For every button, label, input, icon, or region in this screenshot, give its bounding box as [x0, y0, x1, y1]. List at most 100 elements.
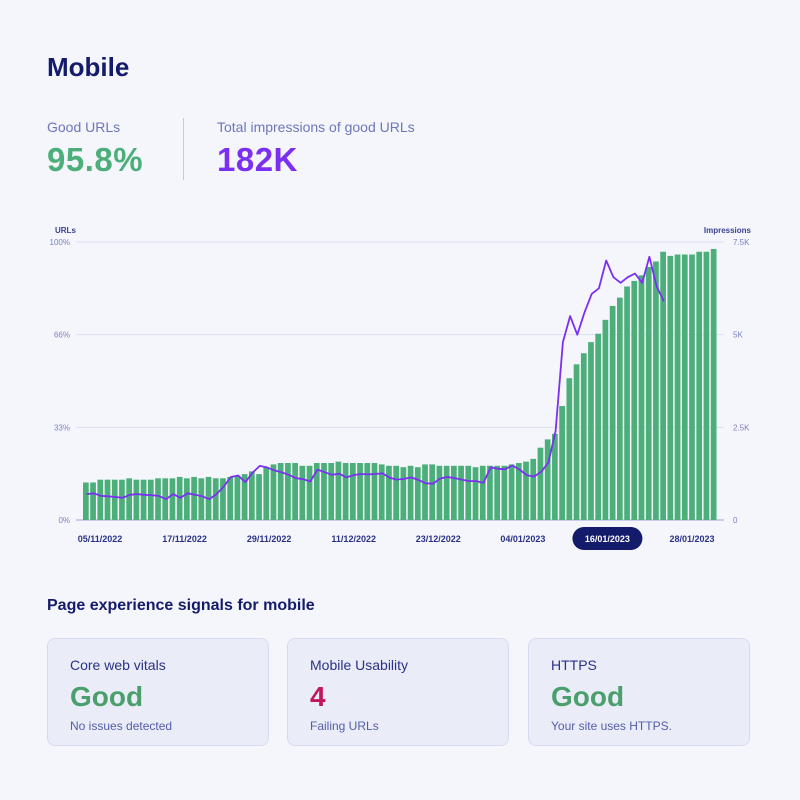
bar: [126, 478, 133, 520]
bar: [176, 476, 183, 520]
bar: [414, 467, 421, 520]
impressions-label: Total impressions of good URLs: [217, 119, 415, 135]
right-axis-tick-label: 7.5K: [733, 238, 750, 247]
x-axis-date-label: 23/12/2022: [416, 534, 461, 544]
bar: [422, 464, 428, 520]
https-card[interactable]: HTTPS Good Your site uses HTTPS.: [528, 638, 750, 746]
impressions-value: 182K: [217, 141, 298, 178]
bar: [104, 479, 111, 520]
bar: [328, 463, 335, 520]
bar: [371, 463, 378, 520]
card-title: Mobile Usability: [310, 657, 409, 673]
bar: [566, 378, 573, 520]
bar: [335, 461, 342, 520]
good-urls-label: Good URLs: [47, 119, 121, 135]
bar: [198, 478, 205, 520]
bar: [357, 463, 363, 520]
bar: [667, 255, 674, 520]
card-title: Core web vitals: [70, 657, 166, 673]
bar: [111, 479, 118, 520]
bar: [552, 433, 558, 520]
bar: [342, 463, 349, 520]
bar: [631, 280, 638, 520]
bar: [681, 254, 688, 520]
bar: [602, 319, 609, 520]
card-subtext: Failing URLs: [310, 719, 379, 733]
bar: [436, 465, 443, 520]
bar: [494, 465, 501, 520]
bar: [537, 447, 544, 520]
bar: [616, 297, 623, 520]
left-axis-tick-label: 0%: [58, 516, 70, 525]
x-axis-date-label: 04/01/2023: [500, 534, 545, 544]
card-subtext: No issues detected: [70, 719, 173, 733]
impressions-metric[interactable]: Total impressions of good URLs 182K: [217, 119, 415, 179]
page-title: Mobile: [47, 52, 130, 82]
bar: [508, 464, 515, 520]
bar: [515, 463, 522, 520]
bar: [256, 474, 262, 520]
bar: [119, 479, 125, 520]
bar: [703, 251, 710, 521]
bar: [595, 333, 602, 520]
x-axis-date-label: 17/11/2022: [162, 534, 207, 544]
card-value: Good: [70, 681, 144, 712]
bar: [97, 479, 104, 520]
bar: [588, 342, 594, 520]
card-value: Good: [551, 681, 625, 712]
selected-date-pill: [572, 527, 643, 550]
bar: [710, 248, 717, 520]
bar: [429, 464, 436, 520]
urls-impressions-chart: 0% 0 33% 2.5K 66% 5K 100% 7.5K URLs Impressions 0…: [50, 226, 752, 550]
bar: [645, 267, 652, 520]
mobile-usability-card[interactable]: Mobile Usability 4 Failing URLs: [287, 638, 509, 746]
right-axis-tick-label: 2.5K: [733, 423, 750, 432]
bar: [169, 478, 176, 520]
bar: [140, 479, 147, 520]
bar: [624, 286, 630, 520]
core-web-vitals-card[interactable]: Core web vitals Good No issues detected: [47, 638, 269, 746]
bar: [472, 467, 479, 520]
bar: [400, 467, 407, 520]
left-axis-title: URLs: [55, 226, 76, 235]
good-urls-metric[interactable]: Good URLs 95.8%: [47, 119, 143, 179]
left-axis-tick-label: 33%: [54, 423, 70, 432]
right-axis-tick-label: 0: [733, 516, 738, 525]
bar: [407, 465, 414, 520]
bar: [184, 478, 190, 520]
bar: [313, 463, 320, 520]
bar: [227, 476, 234, 520]
bar: [147, 479, 154, 520]
bar: [674, 254, 681, 520]
metric-divider: [183, 118, 184, 180]
bar: [653, 261, 659, 520]
bar: [559, 406, 565, 520]
bar: [689, 254, 695, 520]
bar: [248, 471, 255, 520]
x-axis-date-label: 05/11/2022: [78, 534, 123, 544]
signals-section-title: Page experience signals for mobile: [47, 597, 315, 614]
impressions-line: [86, 255, 665, 501]
bar: [580, 353, 587, 520]
bar: [133, 479, 140, 520]
bar: [458, 465, 464, 520]
right-axis-tick-label: 5K: [733, 331, 743, 340]
bar: [292, 463, 298, 520]
x-axis-date-label: 29/11/2022: [247, 534, 292, 544]
bar: [191, 476, 197, 520]
bar: [241, 474, 248, 520]
bar: [451, 465, 457, 520]
bar: [263, 467, 270, 520]
bar: [660, 251, 666, 521]
left-axis-tick-label: 100%: [50, 238, 70, 247]
x-axis-date-label: 11/12/2022: [331, 534, 376, 544]
bar: [220, 478, 226, 520]
bar: [487, 465, 493, 520]
right-axis-title: Impressions: [704, 226, 752, 235]
bar: [573, 364, 580, 520]
bar: [212, 478, 219, 520]
bar: [90, 482, 96, 520]
card-title: HTTPS: [551, 657, 597, 673]
x-axis-date-label: 16/01/2023: [585, 534, 630, 544]
bar: [270, 464, 277, 520]
